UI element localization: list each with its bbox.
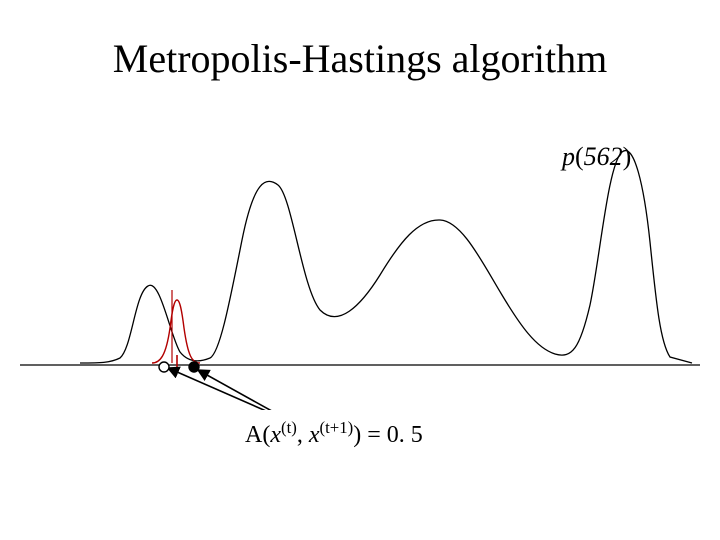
slide-title: Metropolis-Hastings algorithm bbox=[0, 35, 720, 82]
acc-close: ) bbox=[353, 422, 361, 448]
arrow-to-solid-marker bbox=[198, 370, 288, 410]
marker-open bbox=[159, 362, 169, 372]
acc-eq: = bbox=[361, 422, 387, 448]
acc-val: 0. 5 bbox=[387, 422, 423, 448]
arrow-to-open-marker bbox=[168, 368, 282, 410]
acc-sup1: (t) bbox=[281, 418, 297, 437]
diagram-svg bbox=[20, 130, 700, 410]
proposal-gaussian bbox=[152, 300, 200, 363]
acc-comma: , bbox=[297, 422, 309, 448]
marker-solid bbox=[189, 362, 199, 372]
slide: Metropolis-Hastings algorithm p(562) A(x… bbox=[0, 0, 720, 540]
acceptance-label: A(x(t), x(t+1)) = 0. 5 bbox=[245, 418, 423, 449]
acc-x2: x bbox=[309, 422, 320, 448]
acc-sup2: (t+1) bbox=[320, 418, 354, 437]
acc-A: A bbox=[245, 422, 262, 448]
acc-x1: x bbox=[270, 422, 281, 448]
